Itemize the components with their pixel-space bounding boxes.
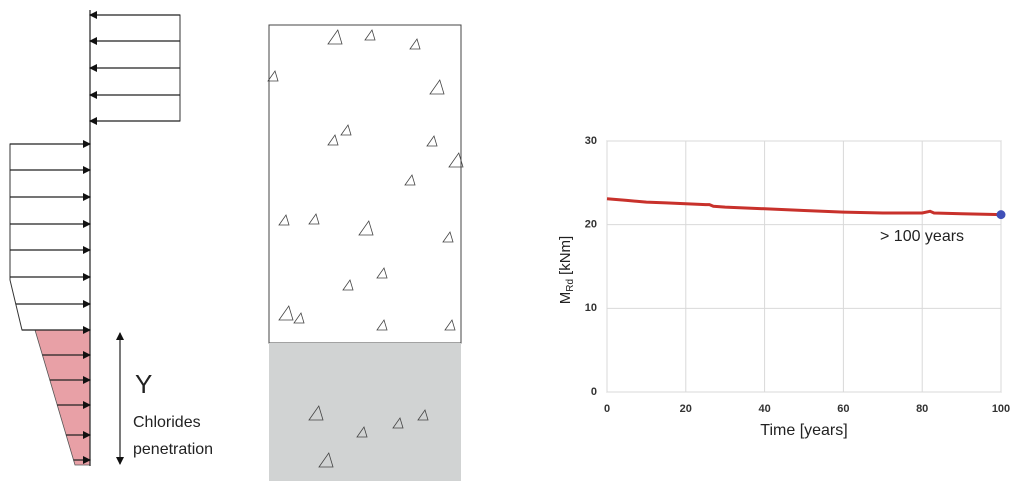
y-tick-label: 30 — [585, 135, 597, 147]
y-axis-title-unit: [kNm] — [557, 236, 574, 275]
depth-label: Y — [135, 369, 152, 399]
sound-concrete — [269, 25, 461, 343]
plot-area — [607, 141, 1001, 392]
x-tick-label: 60 — [837, 403, 849, 415]
end-marker — [997, 210, 1006, 219]
x-axis-title: Time [years] — [760, 422, 847, 439]
chart: MRd [kNm] Time [years] 0 10 20 30 0 20 40 60 80 10… — [557, 135, 1010, 439]
concrete-section — [268, 25, 463, 481]
x-tick-label: 40 — [758, 403, 770, 415]
y-axis-title-sub: Rd — [565, 279, 576, 292]
x-tick-label: 100 — [992, 403, 1010, 415]
x-tick-label: 20 — [680, 403, 692, 415]
figure: Y Chlorides penetration MRd [kNm] Time [y… — [0, 0, 1012, 481]
x-tick-label: 80 — [916, 403, 928, 415]
y-axis-title: MRd [kNm] — [557, 236, 576, 304]
stress-diagram: Y Chlorides penetration — [10, 10, 213, 466]
x-tick-label: 0 — [604, 403, 610, 415]
caption-line: penetration — [133, 441, 213, 458]
middle-block — [10, 144, 90, 330]
y-tick-label: 20 — [585, 219, 597, 231]
annotation: > 100 years — [880, 228, 964, 245]
chloride-zone — [35, 330, 90, 465]
y-tick-label: 10 — [585, 302, 597, 314]
caption-line: Chlorides — [133, 414, 201, 431]
y-tick-label: 0 — [591, 386, 597, 398]
contaminated-concrete — [269, 343, 461, 481]
y-axis-title-main: M — [557, 292, 574, 305]
